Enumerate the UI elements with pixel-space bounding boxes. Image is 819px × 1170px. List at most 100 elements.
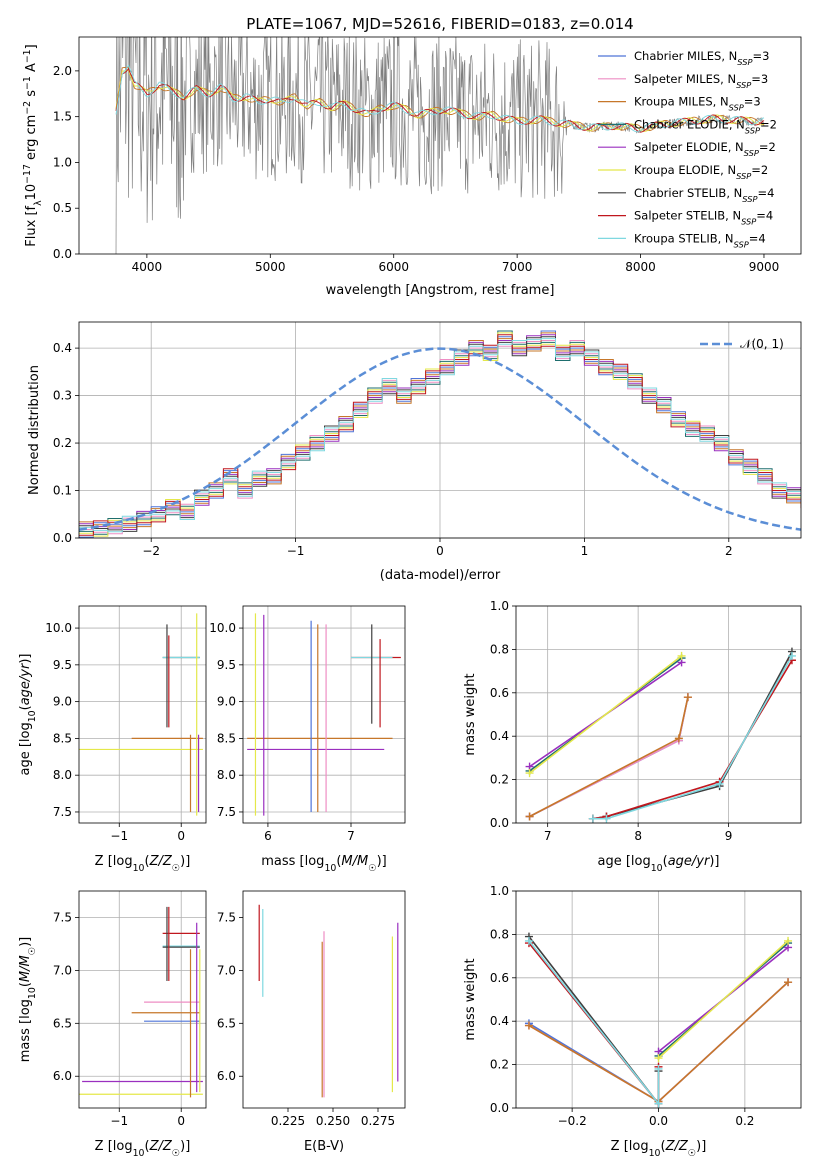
- x-tick-label: −0.2: [558, 1114, 587, 1128]
- x-axis-label: mass [log10(M/M☉)]: [261, 854, 387, 874]
- legend-label-part: Chabrier STELIB, N: [634, 186, 742, 200]
- axes-residuals: −2 −1 0 1 2 0.0 0.1 0.2 0.3 0.4 𝒩(0, 1) (data-model…: [27, 321, 802, 583]
- axes-frame: [78, 36, 802, 255]
- x-tick-label: 0.275: [361, 1114, 395, 1128]
- series-line: [592, 655, 793, 820]
- y-tick-label: 1.0: [490, 599, 509, 613]
- y-tick-label: 10.0: [209, 621, 236, 635]
- y-tick-label: 7.5: [53, 805, 72, 819]
- x-axis-label-part: age/yr: [668, 854, 711, 869]
- plot-area: [115, 37, 765, 254]
- x-axis-label: Z [log10(Z/Z☉)]: [95, 854, 191, 874]
- axes-frame: [78, 321, 802, 539]
- x-tick-label: 6: [264, 829, 272, 843]
- legend-label-part: SSP: [734, 239, 749, 249]
- y-tick-label: 8.0: [217, 768, 236, 782]
- legend-label-part: SSP: [737, 57, 752, 67]
- y-axis-label: mass weight: [463, 958, 478, 1040]
- x-axis-label: Z [log10(Z/Z☉)]: [95, 1139, 191, 1159]
- legend-label: Kroupa MILES, NSSP=3: [634, 95, 761, 113]
- legend-label-part: Salpeter STELIB, N: [634, 209, 741, 223]
- y-tick-label: 0.0: [53, 531, 72, 545]
- y-tick-label: 9.5: [53, 658, 72, 672]
- x-axis-label: E(B-V): [304, 1139, 344, 1154]
- data-point: [524, 1021, 533, 1030]
- y-axis-label-part: −17: [22, 164, 33, 184]
- x-axis-label-part: ☉: [172, 863, 180, 874]
- y-axis-label-part: )]: [18, 937, 33, 947]
- axes-mass_weight_vs_age: 7 8 9 0.0 0.2 0.4 0.6 0.8 1.0 age [log10(age/yr)]…: [463, 599, 802, 874]
- legend-label-part: =2: [760, 117, 777, 131]
- y-axis-label: Flux [fλ10−17 erg cm−2 s−1 A−1]: [22, 44, 44, 246]
- x-axis-label-part: Z [log: [95, 854, 133, 869]
- legend-label-part: SSP: [744, 148, 759, 158]
- x-axis-label-part: age [log: [597, 854, 650, 869]
- y-tick-label: 0.6: [490, 971, 509, 985]
- axes-frame: [515, 890, 802, 1109]
- data-point: [524, 936, 533, 945]
- data-point: [683, 693, 692, 702]
- plot-area: [79, 906, 203, 1098]
- legend-label-part: SSP: [729, 103, 744, 113]
- x-tick-label: −1: [110, 1114, 128, 1128]
- legend-label: 𝒩(0, 1): [740, 337, 784, 351]
- legend-label-part: SSP: [742, 194, 757, 204]
- legend-label: Salpeter ELODIE, NSSP=2: [634, 140, 776, 158]
- y-axis-label-part: s: [24, 90, 39, 101]
- y-tick-label: 0.1: [53, 484, 72, 498]
- data-point: [787, 651, 796, 660]
- x-tick-label: 0.2: [735, 1114, 754, 1128]
- x-axis-label-part: ☉: [172, 1148, 180, 1159]
- x-tick-label: 9000: [749, 260, 780, 274]
- x-tick-label: 8: [634, 829, 642, 843]
- legend-label-part: =2: [751, 163, 768, 177]
- y-axis-label-part: ]: [24, 44, 39, 49]
- x-axis-label-part: 10: [649, 1148, 661, 1159]
- plot-area: [258, 904, 399, 1098]
- data-point: [588, 814, 597, 823]
- axes-frame: [515, 605, 802, 824]
- spectrum-model-line: [115, 67, 765, 132]
- y-tick-label: 2.0: [53, 64, 72, 78]
- axes-frame: [242, 605, 406, 824]
- plot-area: [79, 330, 801, 538]
- x-tick-label: 0.225: [271, 1114, 305, 1128]
- histogram-step: [79, 340, 801, 535]
- y-axis-label-part: A: [24, 63, 39, 76]
- y-axis-label: Normed distribution: [27, 365, 42, 495]
- plot-area: [525, 647, 796, 823]
- spectrum-model-line: [115, 67, 765, 133]
- y-tick-label: 0.3: [53, 389, 72, 403]
- data-point: [784, 978, 793, 987]
- y-axis-label-part: 10: [24, 184, 39, 201]
- legend-label-part: =4: [757, 186, 774, 200]
- y-tick-label: 9.5: [217, 658, 236, 672]
- x-tick-label: −1: [287, 544, 305, 558]
- data-point: [784, 936, 793, 945]
- y-axis-label: mass [log10(M/M☉)]: [18, 937, 38, 1063]
- x-tick-label: 1: [581, 544, 589, 558]
- y-axis-label-part: −1: [22, 76, 33, 90]
- axes-age_vs_Z: −1 07.58.08.59.09.510.0Z [log10(Z/Z☉)]age…: [18, 605, 207, 874]
- y-axis-label-part: Flux [f: [24, 205, 39, 246]
- x-axis-label: age [log10(age/yr)]: [597, 854, 719, 874]
- gaussian-curve: [79, 347, 801, 531]
- legend-label: Chabrier STELIB, NSSP=4: [634, 186, 774, 204]
- legend-label: Kroupa ELODIE, NSSP=2: [634, 163, 768, 181]
- legend-label: Kroupa STELIB, NSSP=4: [634, 231, 766, 249]
- plot-area: [524, 932, 793, 1108]
- data-point: [654, 1099, 663, 1108]
- axes-spectrum: 4000 5000 6000 7000 8000 9000 0.0 0.5 1.0 1.5 2.0 w…: [22, 36, 802, 298]
- y-tick-label: 0.8: [490, 642, 509, 656]
- legend-label-part: SSP: [745, 125, 760, 135]
- x-tick-label: 0: [177, 1114, 185, 1128]
- y-axis-label-part: ☉: [27, 947, 38, 955]
- axes-frame: [242, 890, 406, 1109]
- legend-label-part: SSP: [741, 217, 756, 227]
- series-line: [592, 651, 793, 820]
- x-axis-label-part: Z [log: [611, 1139, 649, 1154]
- x-tick-label: 0: [436, 544, 444, 558]
- x-tick-label: −2: [142, 544, 160, 558]
- legend-label-part: =4: [749, 231, 766, 245]
